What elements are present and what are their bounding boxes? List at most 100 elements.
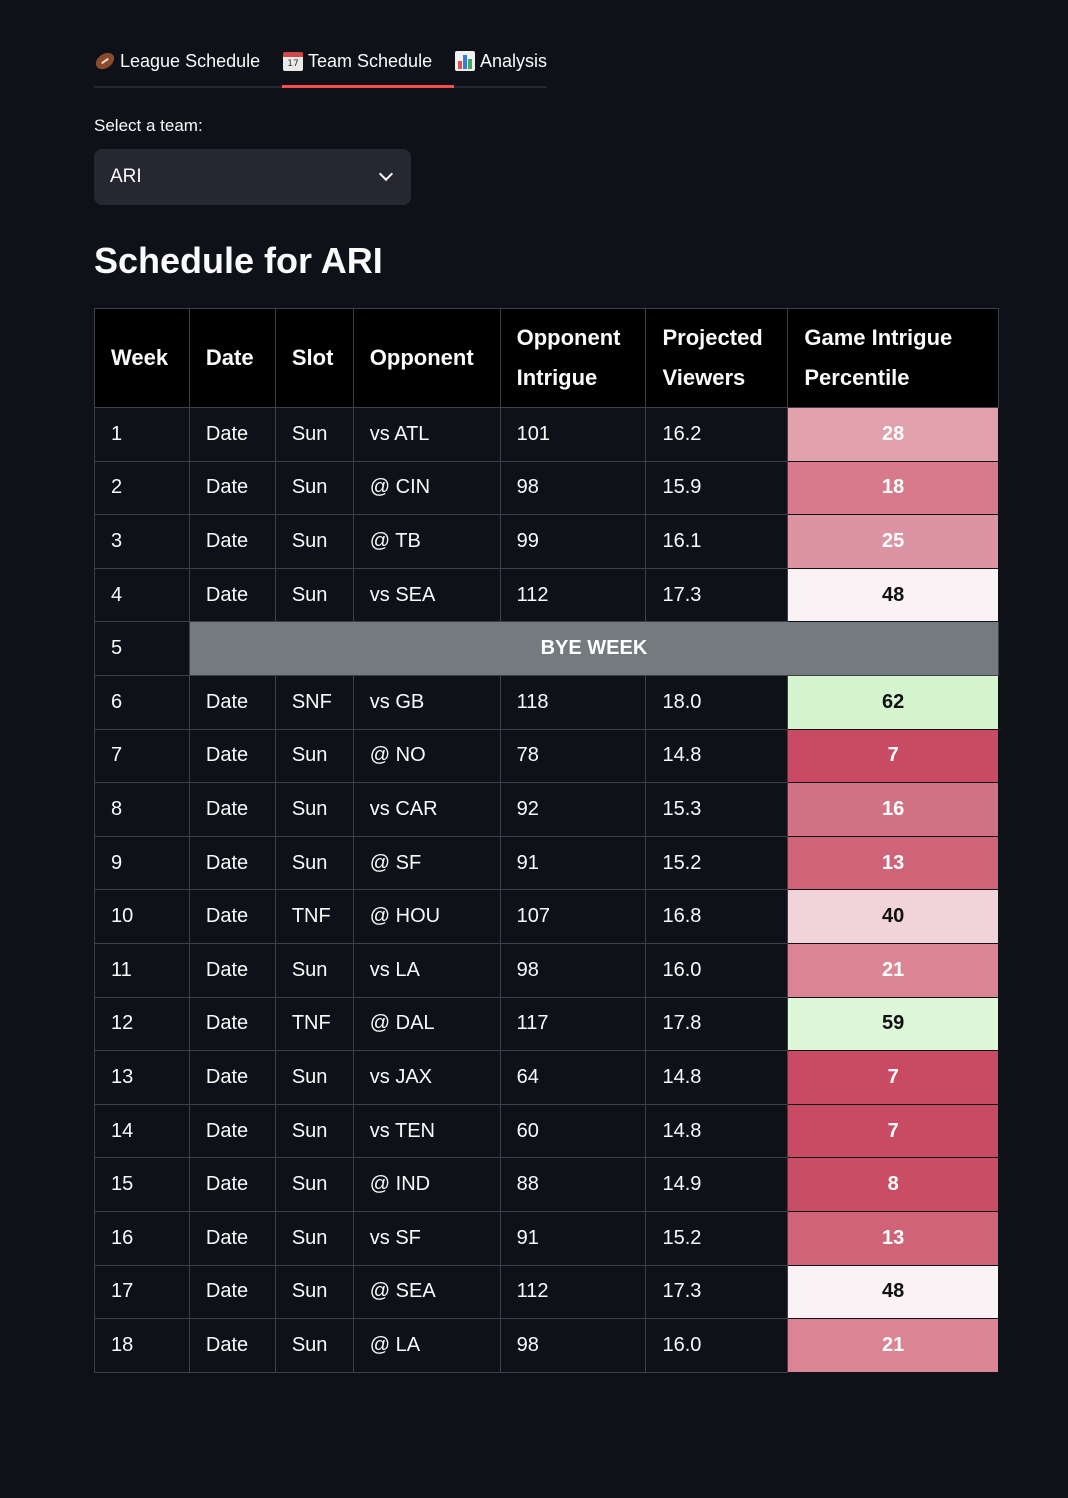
cell-intrigue-percentile: 25 <box>787 514 999 569</box>
table-row: 9 Date Sun @ SF 91 15.2 13 <box>94 835 999 891</box>
cell-intrigue-percentile: 48 <box>787 567 999 623</box>
cell-date: Date <box>188 1264 276 1320</box>
cell-opponent: @ DAL <box>352 996 501 1052</box>
cell-week: 16 <box>94 1210 190 1266</box>
cell-projected-viewers: 17.3 <box>645 1264 789 1320</box>
cell-opponent: @ LA <box>352 1318 501 1373</box>
cell-date: Date <box>188 1157 276 1212</box>
cell-date: Date <box>188 782 276 837</box>
bar-chart-icon <box>454 50 476 72</box>
cell-opponent: @ TB <box>352 514 501 569</box>
cell-intrigue-percentile: 16 <box>787 782 999 837</box>
cell-opponent-intrigue: 118 <box>499 674 647 730</box>
cell-projected-viewers: 15.2 <box>645 835 789 891</box>
cell-projected-viewers: 16.1 <box>645 514 789 569</box>
cell-projected-viewers: 15.3 <box>645 782 789 837</box>
cell-opponent: vs SF <box>352 1210 501 1266</box>
cell-projected-viewers: 16.0 <box>645 1318 789 1373</box>
bye-week-cell: BYE WEEK <box>188 621 1000 676</box>
cell-intrigue-percentile: 40 <box>787 889 999 944</box>
cell-opponent: vs ATL <box>352 407 501 462</box>
page-title: Schedule for ARI <box>94 240 383 281</box>
team-select[interactable]: ARI <box>94 149 411 205</box>
calendar-icon: 17 <box>282 50 304 72</box>
cell-week: 11 <box>94 942 190 998</box>
tab-team-schedule[interactable]: 17 Team Schedule <box>282 36 454 88</box>
cell-slot: Sun <box>274 567 354 623</box>
cell-week: 6 <box>94 674 190 730</box>
table-row: 12 Date TNF @ DAL 117 17.8 59 <box>94 996 999 1052</box>
cell-intrigue-percentile: 21 <box>787 1318 999 1373</box>
cell-intrigue-percentile: 7 <box>787 1103 999 1159</box>
cell-date: Date <box>188 1210 276 1266</box>
table-header-row: Week Date Slot Opponent Opponent Intrigue… <box>94 308 999 408</box>
table-row: 16 Date Sun vs SF 91 15.2 13 <box>94 1210 999 1266</box>
cell-projected-viewers: 16.0 <box>645 942 789 998</box>
cell-opponent: @ NO <box>352 728 501 784</box>
cell-week: 5 <box>94 621 190 676</box>
football-icon <box>92 49 118 73</box>
team-select-label: Select a team: <box>94 116 203 135</box>
cell-slot: Sun <box>274 460 354 516</box>
cell-projected-viewers: 14.9 <box>645 1157 789 1212</box>
cell-week: 4 <box>94 567 190 623</box>
table-row: 2 Date Sun @ CIN 98 15.9 18 <box>94 460 999 516</box>
cell-opponent-intrigue: 107 <box>499 889 647 944</box>
cell-intrigue-percentile: 8 <box>787 1157 999 1212</box>
cell-slot: Sun <box>274 782 354 837</box>
cell-intrigue-percentile: 59 <box>787 996 999 1052</box>
cell-slot: Sun <box>274 407 354 462</box>
cell-opponent: vs TEN <box>352 1103 501 1159</box>
cell-projected-viewers: 14.8 <box>645 728 789 784</box>
cell-slot: SNF <box>274 674 354 730</box>
cell-date: Date <box>188 996 276 1052</box>
cell-slot: TNF <box>274 996 354 1052</box>
cell-week: 17 <box>94 1264 190 1320</box>
cell-week: 9 <box>94 835 190 891</box>
chevron-down-icon[interactable] <box>378 166 394 182</box>
tab-league-schedule[interactable]: League Schedule <box>92 36 282 86</box>
table-row: 13 Date Sun vs JAX 64 14.8 7 <box>94 1050 999 1105</box>
cell-opponent-intrigue: 112 <box>499 1264 647 1320</box>
cell-intrigue-percentile: 62 <box>787 674 999 730</box>
cell-slot: Sun <box>274 1050 354 1105</box>
header-date[interactable]: Date <box>188 308 276 408</box>
cell-opponent: vs SEA <box>352 567 501 623</box>
table-row: 5 BYE WEEK <box>94 621 1000 676</box>
cell-projected-viewers: 14.8 <box>645 1103 789 1159</box>
cell-opponent-intrigue: 98 <box>499 460 647 516</box>
header-opponent-intrigue[interactable]: Opponent Intrigue <box>499 308 647 408</box>
table-row: 10 Date TNF @ HOU 107 16.8 40 <box>94 889 999 944</box>
cell-date: Date <box>188 942 276 998</box>
header-slot[interactable]: Slot <box>274 308 354 408</box>
header-week[interactable]: Week <box>94 308 190 408</box>
table-row: 7 Date Sun @ NO 78 14.8 7 <box>94 728 999 784</box>
cell-opponent: @ SEA <box>352 1264 501 1320</box>
cell-intrigue-percentile: 21 <box>787 942 999 998</box>
cell-projected-viewers: 16.2 <box>645 407 789 462</box>
cell-week: 8 <box>94 782 190 837</box>
cell-slot: Sun <box>274 514 354 569</box>
cell-date: Date <box>188 1103 276 1159</box>
cell-projected-viewers: 15.9 <box>645 460 789 516</box>
cell-opponent-intrigue: 112 <box>499 567 647 623</box>
tab-label: Analysis <box>479 50 547 71</box>
header-opponent[interactable]: Opponent <box>352 308 501 408</box>
cell-opponent-intrigue: 99 <box>499 514 647 569</box>
header-projected-viewers[interactable]: Projected Viewers <box>645 308 789 408</box>
schedule-table-body: 1 Date Sun vs ATL 101 16.2 28 2 Date Sun @ CIN 98 15… <box>94 407 1000 1373</box>
table-row: 18 Date Sun @ LA 98 16.0 21 <box>94 1318 999 1373</box>
cell-intrigue-percentile: 13 <box>787 1210 999 1266</box>
cell-opponent-intrigue: 88 <box>499 1157 647 1212</box>
tab-analysis[interactable]: Analysis <box>454 36 547 86</box>
cell-projected-viewers: 14.8 <box>645 1050 789 1105</box>
cell-slot: Sun <box>274 942 354 998</box>
cell-date: Date <box>188 460 276 516</box>
cell-intrigue-percentile: 28 <box>787 407 999 462</box>
cell-date: Date <box>188 514 276 569</box>
cell-opponent: vs CAR <box>352 782 501 837</box>
cell-intrigue-percentile: 7 <box>787 728 999 784</box>
cell-opponent-intrigue: 78 <box>499 728 647 784</box>
header-game-intrigue-percentile[interactable]: Game Intrigue Percentile <box>787 308 999 408</box>
